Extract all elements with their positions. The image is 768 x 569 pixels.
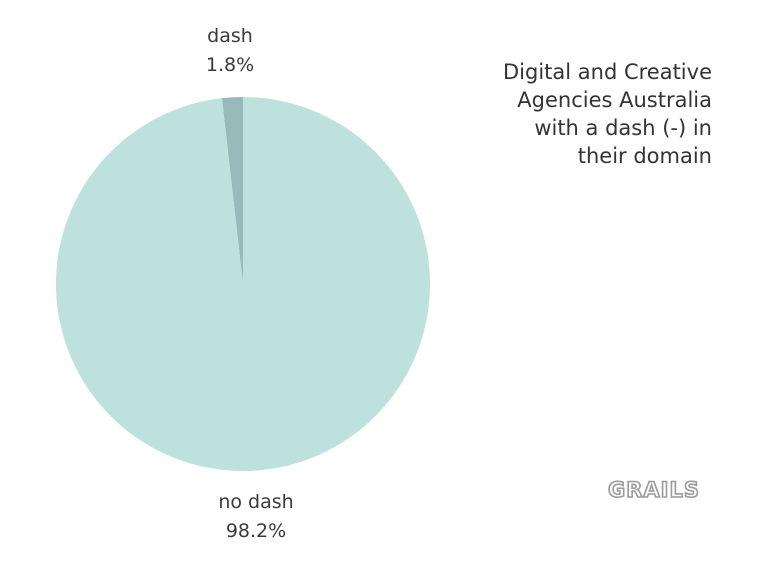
grails-logo: GRAILS [607,477,700,503]
chart-title: Digital and Creative Agencies Australia … [502,60,712,168]
slice-label-no-dash-value: 98.2% [225,520,287,542]
pie-slice-no-dash [56,97,431,471]
slice-label-no-dash: no dash 98.2% [186,488,326,546]
pie-slice-dash [221,97,243,284]
slice-label-dash: dash 1.8% [160,22,300,80]
slice-label-no-dash-name: no dash [218,491,294,513]
grails-logo-text: GRAILS [608,478,700,502]
slice-label-dash-name: dash [207,25,253,47]
slice-label-dash-value: 1.8% [205,54,255,76]
